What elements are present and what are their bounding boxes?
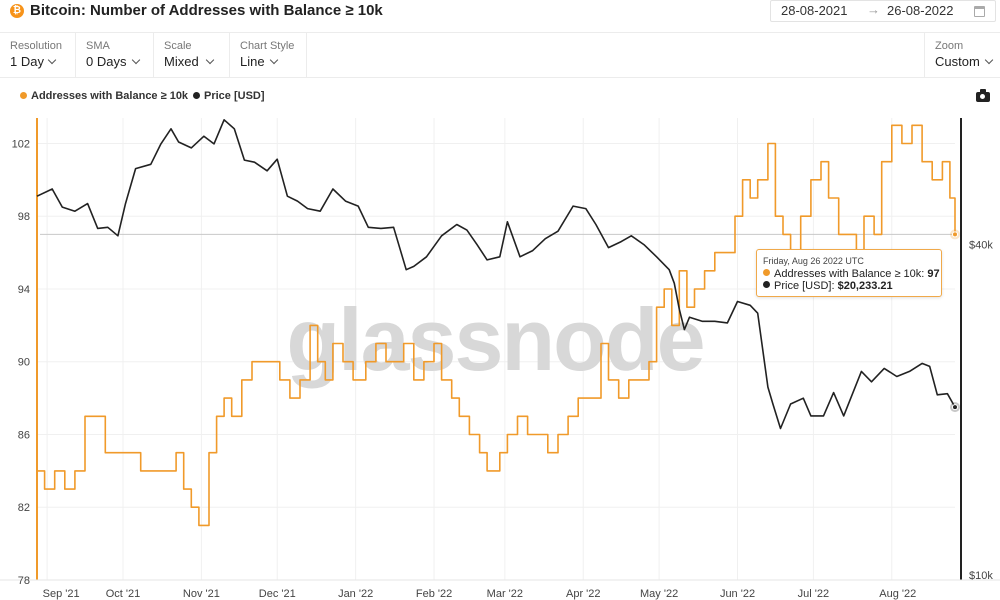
legend-swatch-price xyxy=(193,92,200,99)
watermark: glassnode xyxy=(286,290,703,389)
sma-select[interactable]: SMA 0 Days xyxy=(76,33,154,78)
chart-header: ₿ Bitcoin: Number of Addresses with Bala… xyxy=(0,0,1000,24)
scale-select[interactable]: Scale Mixed xyxy=(154,33,230,78)
x-tick-label: Dec '21 xyxy=(259,588,296,600)
zoom-value: Custom xyxy=(935,54,980,69)
axes xyxy=(0,118,1000,581)
x-tick-label: Jul '22 xyxy=(798,588,829,600)
tooltip-addresses-value: 97 xyxy=(927,268,940,280)
x-tick-label: Sep '21 xyxy=(43,588,80,600)
series-line-addresses xyxy=(37,124,956,527)
sma-value: 0 Days xyxy=(86,54,127,69)
y-left-tick-label: 82 xyxy=(18,502,30,514)
scale-label: Scale xyxy=(164,40,192,52)
y-left-tick-label: 94 xyxy=(18,284,30,296)
resolution-select[interactable]: Resolution 1 Day xyxy=(0,33,76,78)
zoom-select[interactable]: Zoom Custom xyxy=(924,33,1000,78)
scale-value: Mixed xyxy=(164,54,199,69)
legend-item-addresses[interactable]: Addresses with Balance ≥ 10k xyxy=(20,90,188,102)
x-tick-label: Jan '22 xyxy=(338,588,373,600)
series-line-price xyxy=(36,119,956,430)
x-tick-label: Jun '22 xyxy=(720,588,755,600)
sma-label: SMA xyxy=(86,40,110,52)
tooltip-swatch-addresses xyxy=(763,269,770,276)
camera-icon[interactable] xyxy=(976,89,990,102)
tick-labels: Sep '21 Oct '21 Nov '21 Dec '21 Jan '22 Feb '… xyxy=(12,138,994,600)
hover-marker-price xyxy=(952,404,958,411)
y-left-tick-label: 78 xyxy=(18,575,30,587)
tooltip-price-value: $20,233.21 xyxy=(837,280,893,292)
chart-style-select[interactable]: Chart Style Line xyxy=(230,33,307,78)
tooltip-price-label: Price [USD]: xyxy=(774,280,835,292)
hover-markers xyxy=(950,229,960,413)
y-left-tick-label: 90 xyxy=(18,357,30,369)
hover-marker-addresses xyxy=(952,231,958,238)
series xyxy=(36,119,956,527)
y-left-tick-label: 98 xyxy=(18,211,30,223)
tooltip-row-price: Price [USD]: $20,233.21 xyxy=(763,280,893,292)
chart-toolbar: Resolution 1 Day SMA 0 Days Scale Mixed … xyxy=(0,32,1000,78)
arrow-right-icon: → xyxy=(867,2,880,17)
x-tick-label: May '22 xyxy=(640,588,678,600)
chart-title: Bitcoin: Number of Addresses with Balanc… xyxy=(30,2,383,19)
legend-label-price: Price [USD] xyxy=(204,90,265,102)
y-left-tick-label: 86 xyxy=(18,429,30,441)
tooltip-addresses-label: Addresses with Balance ≥ 10k: xyxy=(774,268,925,280)
x-tick-label: Aug '22 xyxy=(879,588,916,600)
resolution-value: 1 Day xyxy=(10,54,44,69)
hover-tooltip: Friday, Aug 26 2022 UTC Addresses with B… xyxy=(756,249,942,297)
legend-swatch-addresses xyxy=(20,92,27,99)
tooltip-swatch-price xyxy=(763,281,770,288)
legend-item-price[interactable]: Price [USD] xyxy=(193,90,265,102)
chart-style-label: Chart Style xyxy=(240,40,295,52)
y-left-tick-label: 102 xyxy=(12,138,30,150)
tooltip-date: Friday, Aug 26 2022 UTC xyxy=(763,256,864,266)
x-tick-label: Mar '22 xyxy=(487,588,523,600)
x-tick-label: Apr '22 xyxy=(566,588,601,600)
chart-style-value: Line xyxy=(240,54,265,69)
calendar-icon[interactable] xyxy=(974,6,985,17)
date-range-picker[interactable]: 28-08-2021 → 26-08-2022 xyxy=(770,0,996,22)
zoom-label: Zoom xyxy=(935,40,964,52)
y-right-tick-label: $10k xyxy=(969,570,993,582)
date-from-input[interactable]: 28-08-2021 xyxy=(781,3,848,18)
x-tick-label: Nov '21 xyxy=(183,588,220,600)
x-tick-label: Oct '21 xyxy=(106,588,141,600)
chart-legend: Addresses with Balance ≥ 10k Price [USD] xyxy=(0,90,1000,108)
legend-label-addresses: Addresses with Balance ≥ 10k xyxy=(31,90,189,102)
bitcoin-icon: ₿ xyxy=(10,4,24,18)
x-tick-label: Feb '22 xyxy=(416,588,452,600)
tooltip-row-addresses: Addresses with Balance ≥ 10k: 97 xyxy=(763,268,940,280)
y-right-tick-label: $40k xyxy=(969,240,993,252)
date-to-input[interactable]: 26-08-2022 xyxy=(887,3,954,18)
resolution-label: Resolution xyxy=(10,40,62,52)
